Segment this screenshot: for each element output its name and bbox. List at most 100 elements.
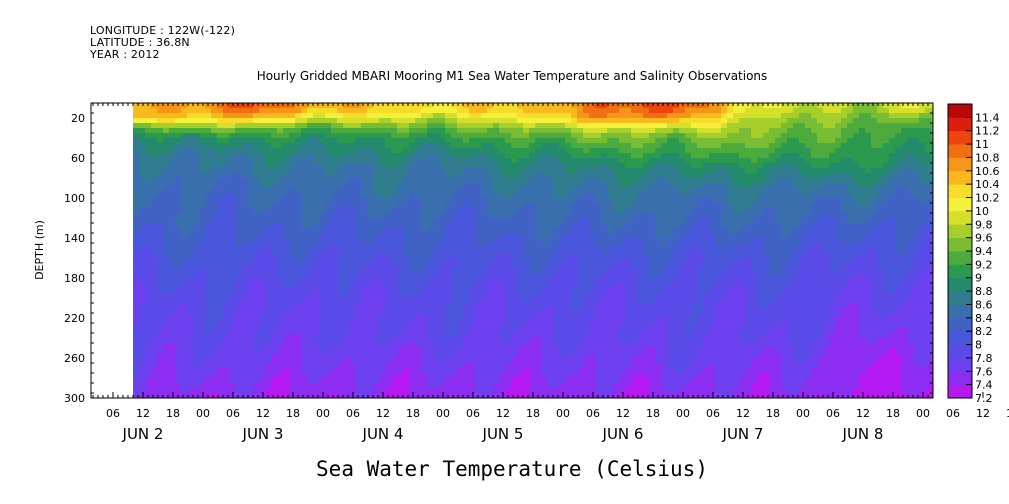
heat-cell	[367, 313, 374, 319]
heat-cell	[277, 218, 284, 224]
heat-cell	[163, 268, 170, 274]
heat-cell	[151, 213, 158, 219]
heat-cell	[505, 128, 512, 134]
heat-cell	[277, 273, 284, 279]
heat-cell	[415, 298, 422, 304]
heat-cell	[325, 163, 332, 169]
heat-cell	[241, 383, 248, 389]
heat-cell	[187, 178, 194, 184]
heat-cell	[589, 223, 596, 229]
heat-cell	[511, 308, 518, 314]
heat-cell	[415, 353, 422, 359]
heat-cell	[577, 283, 584, 289]
heat-cell	[577, 148, 584, 154]
heat-cell	[277, 143, 284, 149]
heat-cell	[487, 358, 494, 364]
heat-cell	[511, 198, 518, 204]
heat-cell	[277, 203, 284, 209]
heat-cell	[229, 203, 236, 209]
heat-cell	[337, 278, 344, 284]
heat-cell	[133, 268, 140, 274]
heat-cell	[541, 183, 548, 189]
heat-cell	[259, 153, 266, 159]
heat-cell	[175, 308, 182, 314]
heat-cell	[139, 303, 146, 309]
heat-cell	[145, 238, 152, 244]
heat-cell	[145, 343, 152, 349]
heat-cell	[457, 123, 464, 129]
heat-cell	[439, 208, 446, 214]
heat-cell	[463, 248, 470, 254]
heat-cell	[547, 148, 554, 154]
heat-cell	[559, 153, 566, 159]
heat-cell	[193, 243, 200, 249]
heat-cell	[319, 293, 326, 299]
heat-cell	[505, 378, 512, 384]
heat-cell	[271, 253, 278, 259]
heat-cell	[457, 163, 464, 169]
heat-cell	[613, 268, 620, 274]
heat-cell	[421, 353, 428, 359]
heat-cell	[403, 303, 410, 309]
heat-cell	[199, 278, 206, 284]
heat-cell	[313, 208, 320, 214]
heat-cell	[145, 368, 152, 374]
heat-cell	[319, 173, 326, 179]
heat-cell	[607, 103, 614, 109]
heat-cell	[463, 383, 470, 389]
heat-cell	[271, 123, 278, 129]
heat-cell	[397, 118, 404, 124]
heat-cell	[535, 313, 542, 319]
heat-cell	[589, 388, 596, 394]
heat-cell	[379, 193, 386, 199]
heat-cell	[529, 113, 536, 119]
heat-cell	[403, 203, 410, 209]
heat-cell	[421, 148, 428, 154]
heat-cell	[355, 188, 362, 194]
heat-cell	[427, 178, 434, 184]
heat-cell	[571, 238, 578, 244]
heat-cell	[175, 323, 182, 329]
heat-cell	[607, 178, 614, 184]
heat-cell	[505, 228, 512, 234]
heat-cell	[397, 338, 404, 344]
heat-cell	[457, 393, 464, 398]
heat-cell	[541, 113, 548, 119]
heat-cell	[331, 368, 338, 374]
heat-cell	[475, 343, 482, 349]
heat-cell	[265, 328, 272, 334]
heat-cell	[403, 178, 410, 184]
heat-cell	[283, 143, 290, 149]
heat-cell	[319, 218, 326, 224]
heat-cell	[571, 123, 578, 129]
heat-cell	[349, 168, 356, 174]
heat-cell	[319, 163, 326, 169]
heat-cell	[271, 258, 278, 264]
heat-cell	[217, 143, 224, 149]
heat-cell	[355, 388, 362, 394]
heat-cell	[541, 383, 548, 389]
heat-cell	[313, 128, 320, 134]
heat-cell	[253, 193, 260, 199]
heat-cell	[619, 288, 626, 294]
heat-cell	[373, 208, 380, 214]
heat-cell	[151, 383, 158, 389]
heat-cell	[469, 278, 476, 284]
heat-cell	[325, 183, 332, 189]
heat-cell	[619, 163, 626, 169]
heat-cell	[541, 233, 548, 239]
heat-cell	[457, 368, 464, 374]
heat-cell	[439, 178, 446, 184]
heat-cell	[151, 288, 158, 294]
heat-cell	[361, 323, 368, 329]
heat-cell	[445, 133, 452, 139]
heat-cell	[505, 258, 512, 264]
heat-cell	[535, 343, 542, 349]
heat-cell	[589, 193, 596, 199]
heat-cell	[385, 313, 392, 319]
heat-cell	[487, 213, 494, 219]
heat-cell	[457, 343, 464, 349]
heat-cell	[349, 323, 356, 329]
heat-cell	[187, 338, 194, 344]
heat-cell	[523, 158, 530, 164]
